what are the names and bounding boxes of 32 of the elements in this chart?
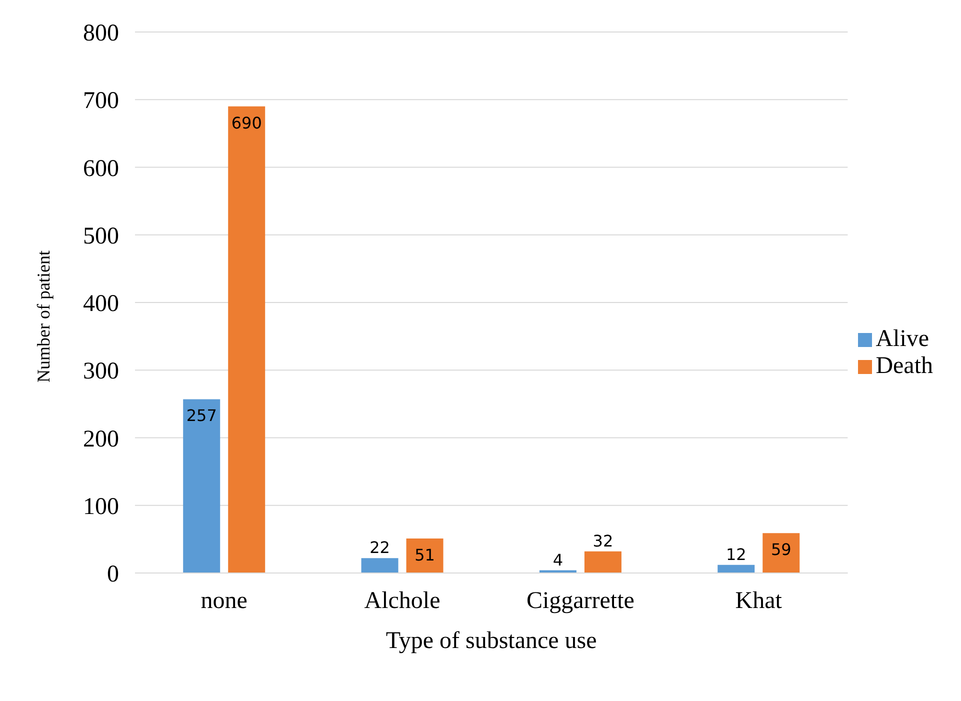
y-tick-label: 800 [83, 20, 119, 47]
bar [183, 399, 220, 573]
bar [228, 106, 266, 573]
y-tick-label: 500 [83, 223, 119, 250]
y-tick-label: 100 [83, 494, 119, 520]
x-tick-label: Ciggarrette [526, 588, 634, 614]
bar [762, 533, 800, 573]
x-tick-label: Khat [735, 588, 782, 614]
data-label: 12 [726, 544, 746, 564]
data-label: 22 [370, 538, 390, 558]
bar [361, 558, 398, 573]
x-tick-label: Alchole [364, 588, 440, 614]
y-tick-label: 400 [83, 291, 119, 318]
legend-label: Death [876, 353, 933, 379]
y-tick-label: 700 [83, 88, 119, 114]
bar [584, 551, 622, 573]
x-axis-title: Type of substance use [386, 628, 597, 654]
y-tick-label: 200 [83, 426, 119, 452]
bar [718, 564, 755, 573]
data-label: 51 [414, 546, 435, 565]
data-label: 4 [552, 550, 564, 570]
data-label: 32 [592, 531, 614, 550]
y-tick-label: 0 [107, 562, 119, 588]
y-tick-label: 600 [83, 156, 119, 182]
data-label: 59 [770, 540, 792, 560]
legend-label: Alive [876, 326, 930, 352]
x-tick-label: none [200, 588, 248, 614]
y-axis-title: Number of patient [33, 250, 54, 382]
bar [406, 538, 444, 573]
y-tick-label: 300 [83, 358, 119, 385]
data-label: 690 [231, 113, 262, 132]
data-label: 257 [186, 406, 217, 426]
